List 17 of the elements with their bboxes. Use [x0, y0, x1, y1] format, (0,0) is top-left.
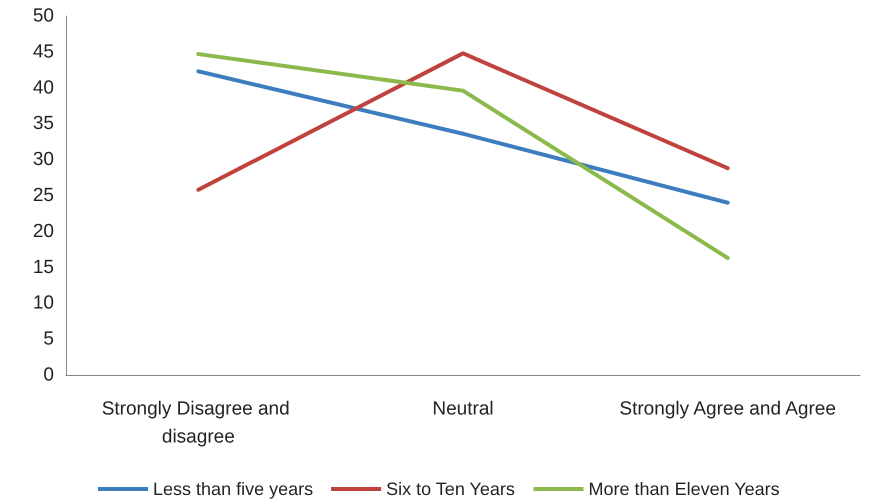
y-tick-label: 0: [43, 364, 54, 386]
legend-label: More than Eleven Years: [588, 479, 780, 499]
y-tick-label: 45: [32, 41, 54, 62]
y-tick-label: 30: [32, 149, 54, 170]
y-tick-label: 40: [32, 77, 54, 98]
y-tick-label: 20: [32, 220, 54, 242]
y-tick-label: 50: [32, 6, 54, 26]
legend-label: Less than five years: [153, 479, 314, 499]
y-tick-label: 10: [32, 292, 54, 314]
x-tick-label: Neutral: [432, 398, 494, 420]
y-tick-label: 5: [43, 328, 54, 350]
x-tick-label: Strongly Agree and Agree: [619, 398, 836, 420]
y-tick-label: 25: [32, 185, 54, 206]
y-tick-label: 15: [32, 256, 54, 278]
legend-label: Six to Ten Years: [386, 479, 515, 499]
y-tick-label: 35: [32, 113, 54, 134]
x-tick-label: Strongly Disagree and disagree: [102, 398, 295, 448]
